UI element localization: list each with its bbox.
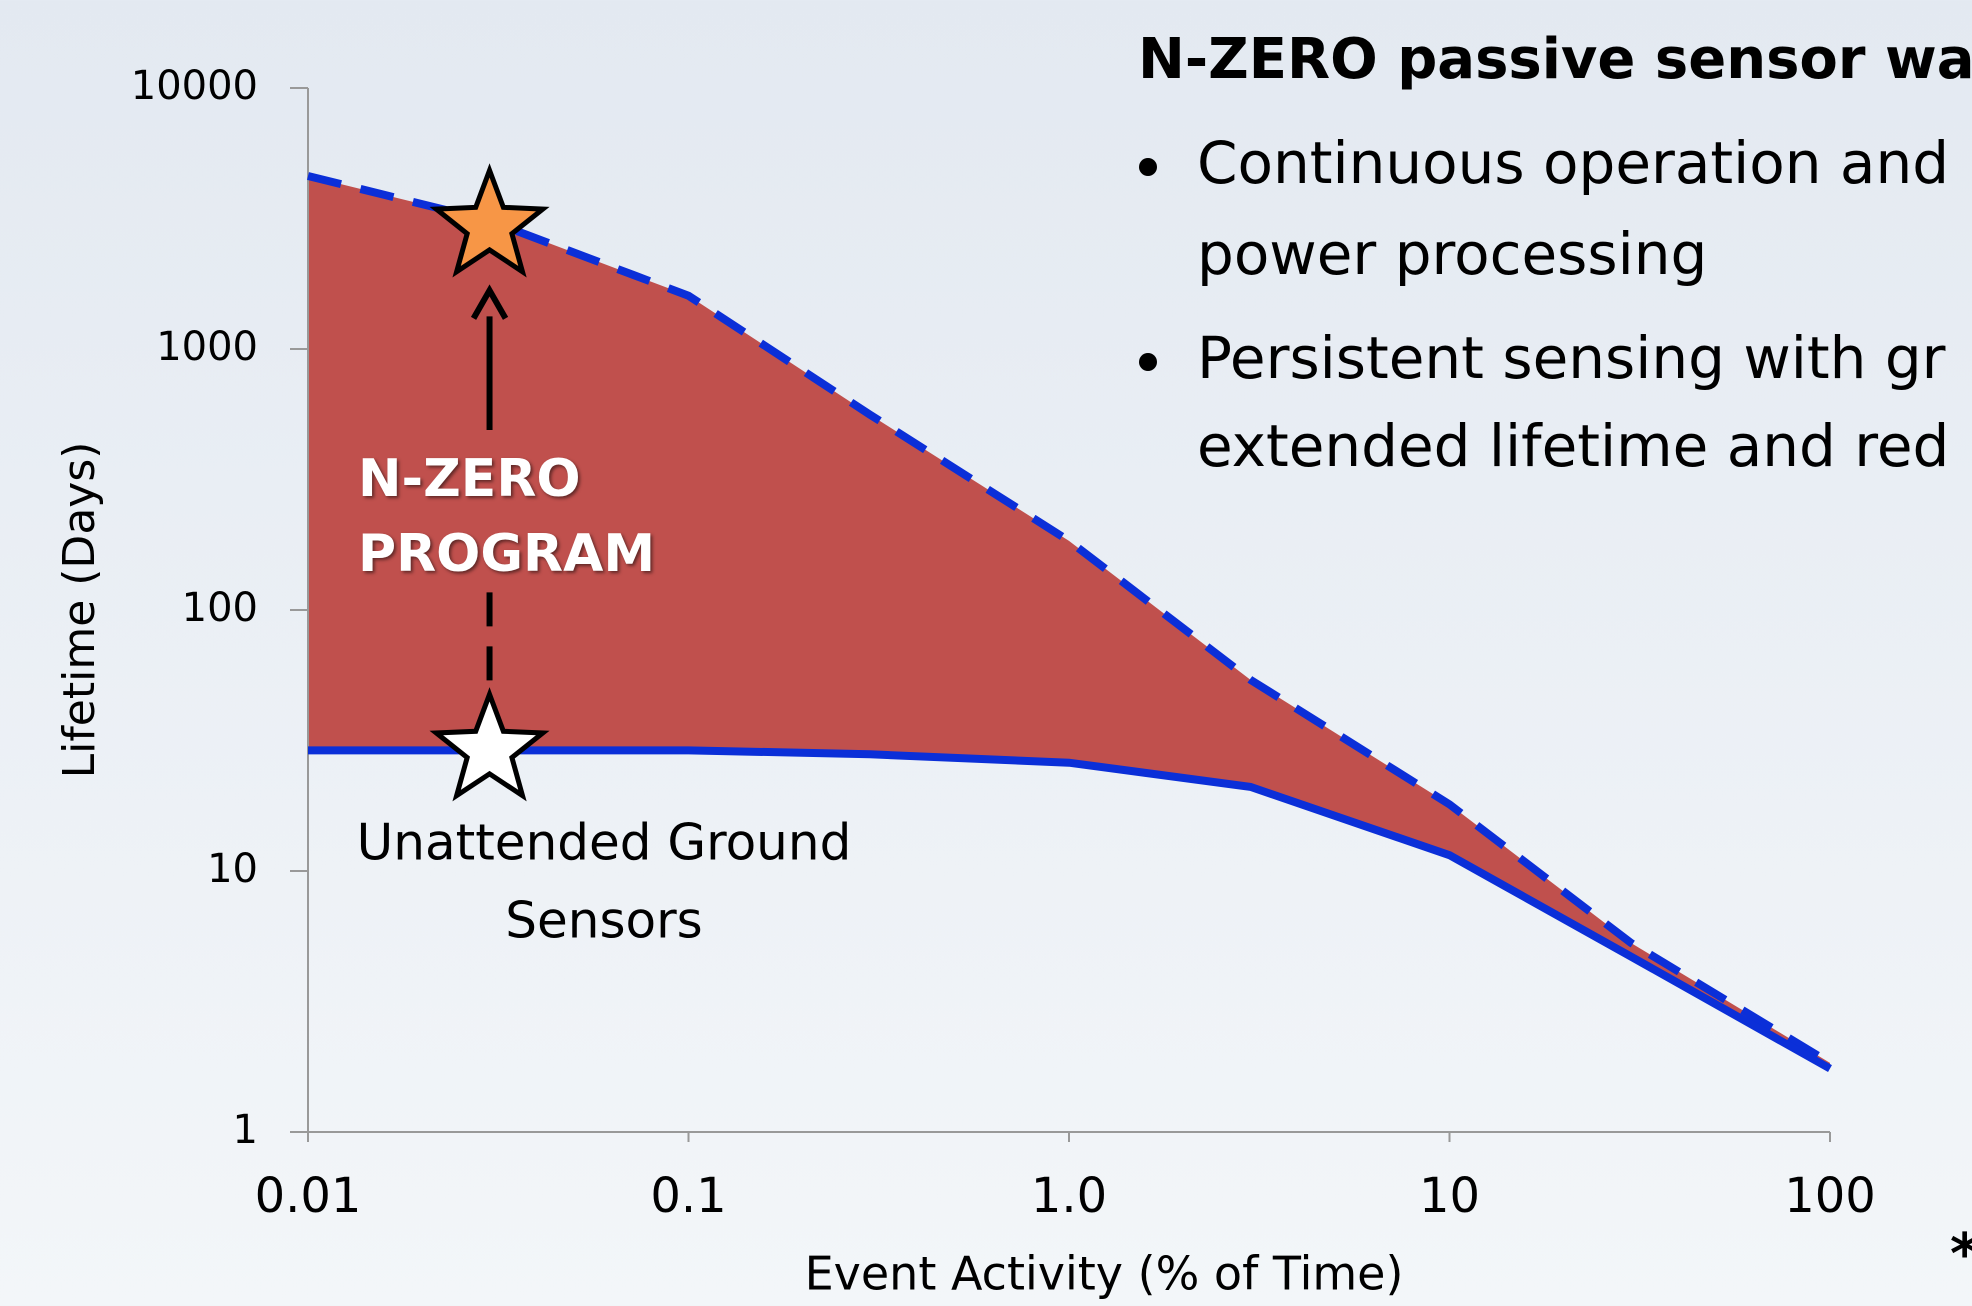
y-tick-label: 100: [182, 585, 258, 631]
program-label: N-ZERO: [358, 449, 581, 509]
x-axis-label: Event Activity (% of Time): [805, 1247, 1404, 1301]
line-series: [308, 746, 1832, 1073]
line-series: [307, 172, 1833, 1067]
bullet-dot: [1139, 353, 1157, 371]
arrow-head: [470, 284, 509, 320]
x-tick-label: 0.01: [255, 1168, 362, 1224]
y-tick-label: 10000: [131, 63, 258, 109]
footnote: *: [1950, 1222, 1972, 1287]
sensors-label: Sensors: [505, 892, 702, 950]
bullet-text: Persistent sensing with gr: [1197, 324, 1946, 392]
x-tick-label: 100: [1784, 1168, 1876, 1224]
star-marker: [429, 687, 550, 802]
bullet-text: power processing: [1197, 220, 1707, 288]
star-marker: [429, 163, 550, 278]
bullet-dot: [1139, 158, 1157, 176]
panel-heading: N-ZERO passive sensor wak: [1138, 27, 1972, 92]
x-tick-label: 0.1: [650, 1168, 726, 1224]
bullet-text: extended lifetime and red: [1197, 412, 1949, 480]
y-tick-label: 1000: [156, 324, 258, 370]
program-label: PROGRAM: [358, 524, 655, 584]
area-fill: [308, 176, 1830, 1069]
y-axis-label: Lifetime (Days): [54, 442, 105, 779]
y-tick-label: 1: [233, 1107, 258, 1153]
bullet-text: Continuous operation and: [1197, 129, 1949, 197]
x-tick-label: 10: [1419, 1168, 1480, 1224]
x-tick-label: 1.0: [1031, 1168, 1107, 1224]
sensors-label: Unattended Ground: [357, 814, 852, 872]
y-tick-label: 10: [207, 846, 258, 892]
